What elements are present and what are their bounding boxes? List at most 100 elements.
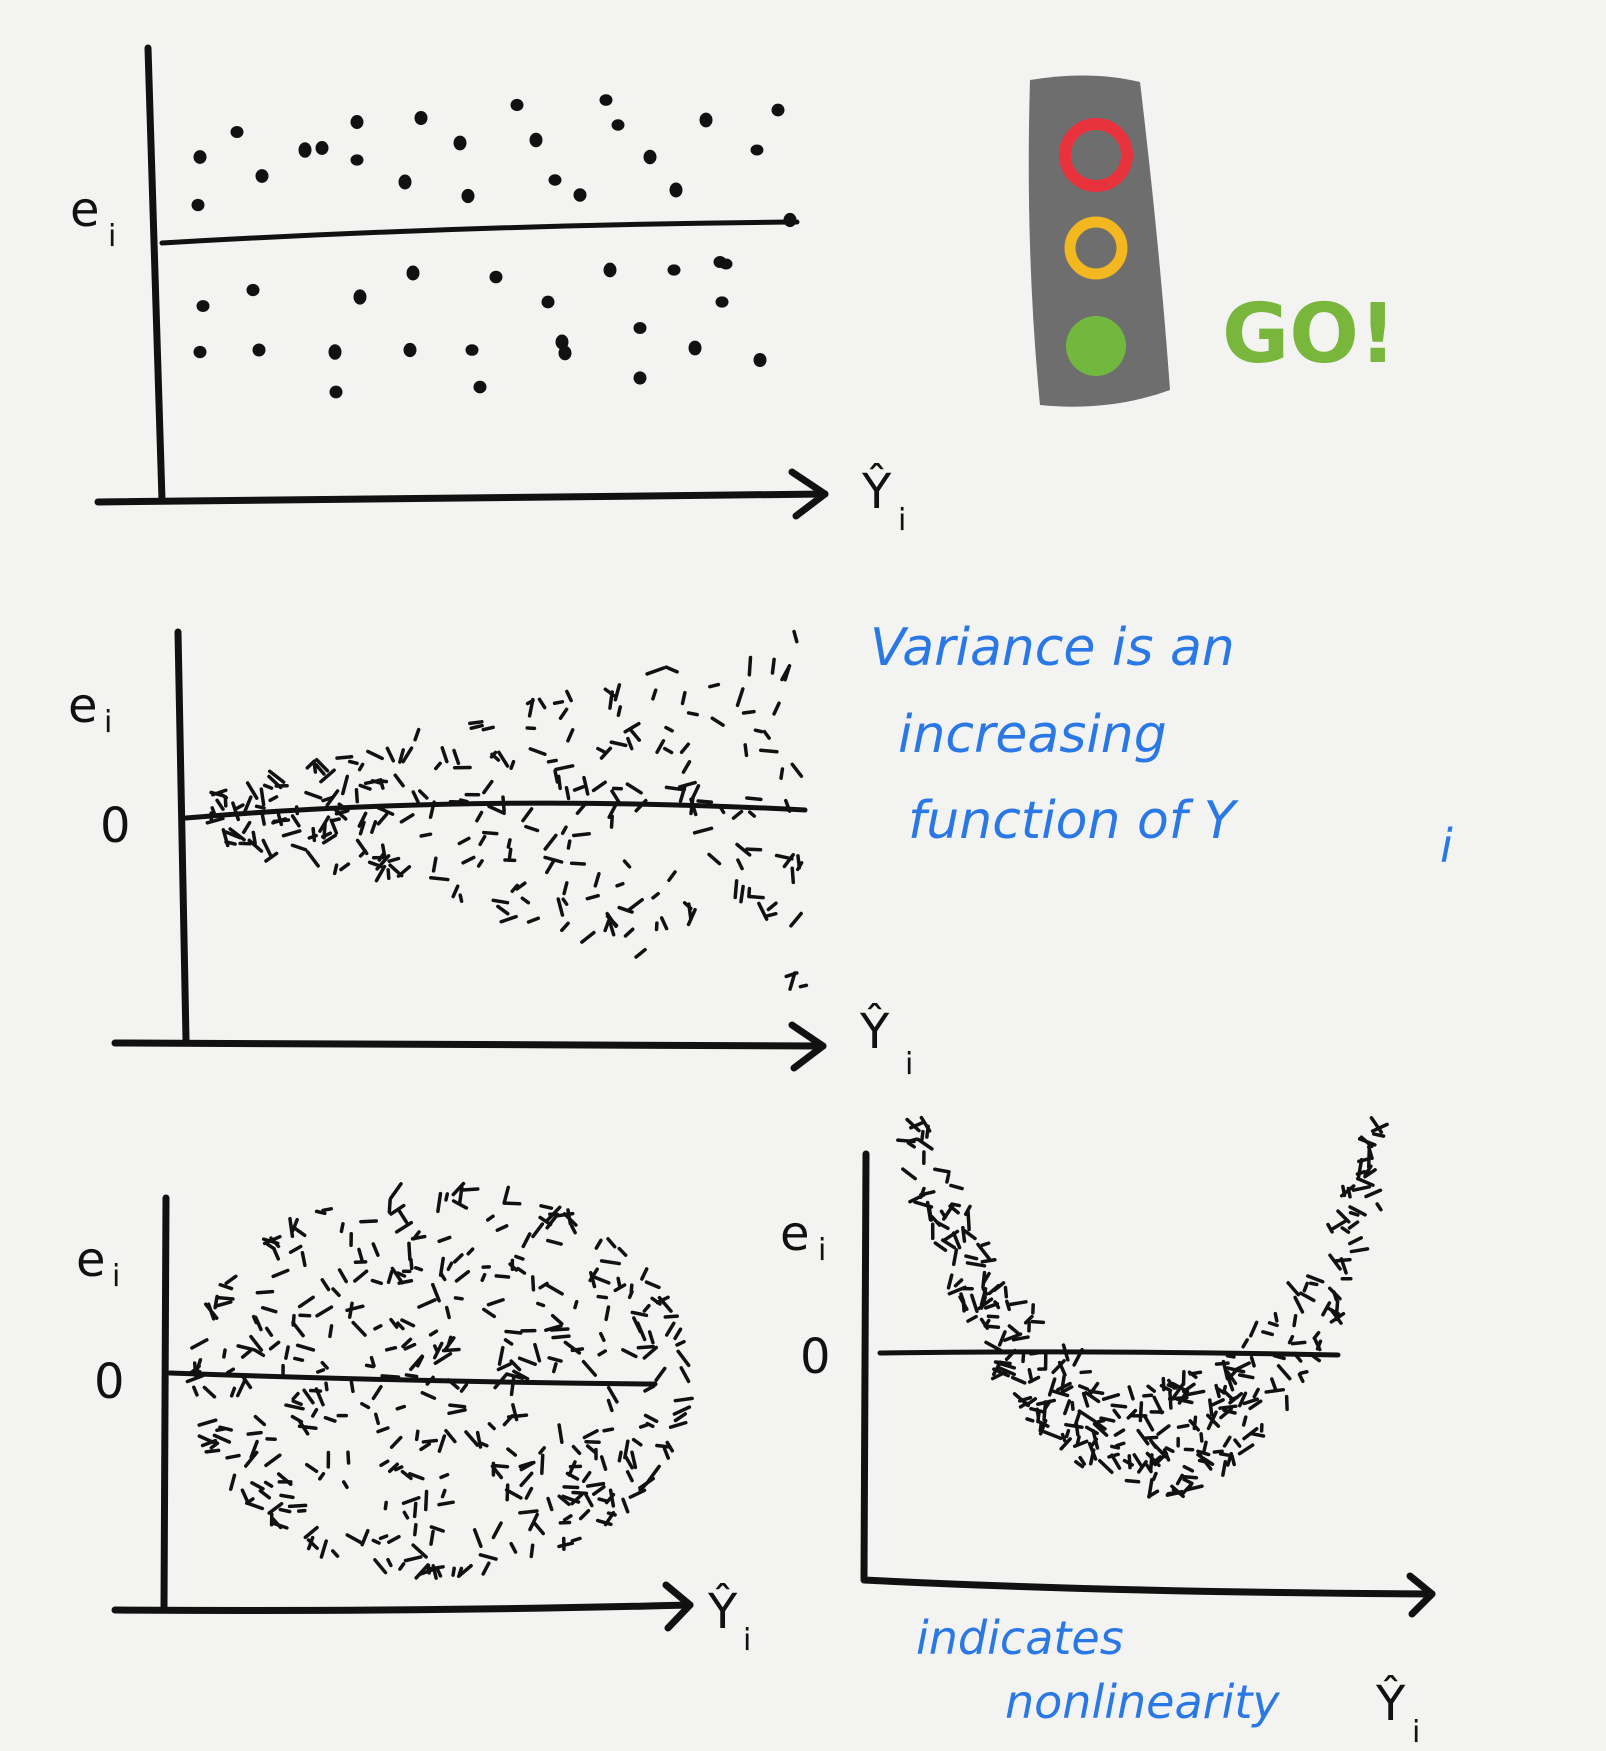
residual-point <box>970 1293 979 1313</box>
residual-point <box>264 1326 274 1337</box>
residual-point <box>268 1340 281 1351</box>
residual-point <box>564 785 571 801</box>
residual-point <box>421 1438 439 1444</box>
residual-point <box>553 769 560 784</box>
residual-point <box>1164 1446 1175 1454</box>
residual-point <box>1030 1319 1046 1325</box>
residual-point <box>260 812 266 826</box>
residual-point <box>1242 1397 1260 1406</box>
residual-point <box>482 779 494 795</box>
residual-point <box>753 728 764 734</box>
residual-point <box>311 1407 319 1418</box>
residual-point <box>783 212 797 228</box>
residual-point <box>521 1232 532 1249</box>
residual-point <box>229 1473 237 1491</box>
residual-point <box>413 1266 424 1272</box>
residual-point <box>669 182 683 198</box>
residual-point <box>896 1138 916 1144</box>
residual-point <box>594 1238 603 1250</box>
residual-point <box>314 1209 327 1216</box>
y-axis <box>144 44 166 504</box>
residual-points <box>205 629 809 991</box>
residual-point <box>578 1508 591 1521</box>
residual-point <box>486 1298 505 1307</box>
residual-point <box>784 798 792 813</box>
residual-point <box>444 1428 457 1444</box>
residual-point <box>457 836 471 846</box>
residual-point <box>291 1391 300 1401</box>
residual-point <box>331 1549 340 1558</box>
residual-point <box>411 790 420 804</box>
residual-point <box>651 688 658 701</box>
residual-point <box>437 1500 455 1507</box>
residual-point <box>383 1500 388 1511</box>
residual-point <box>1149 1438 1158 1449</box>
residual-point <box>636 1321 647 1342</box>
residual-point <box>190 1338 209 1350</box>
residual-point <box>461 188 475 204</box>
residual-point <box>290 1217 299 1233</box>
residual-point <box>293 1356 305 1362</box>
variance-note-line3: function of Y <box>908 791 1240 851</box>
residual-point <box>616 1276 622 1288</box>
residual-point <box>546 1238 563 1246</box>
residual-point <box>708 682 721 689</box>
residual-point <box>461 1187 480 1192</box>
residual-point <box>562 1485 580 1490</box>
residual-point <box>330 817 341 823</box>
residual-point <box>948 1204 960 1215</box>
residual-point <box>380 1374 401 1379</box>
residual-point <box>321 1207 333 1213</box>
residual-point <box>363 778 382 786</box>
residual-point <box>1225 1373 1235 1392</box>
residual-point <box>1081 1391 1090 1408</box>
residual-point <box>1060 1374 1066 1392</box>
residual-point <box>429 876 450 882</box>
residual-point <box>475 810 484 823</box>
residual-point <box>599 94 613 106</box>
residual-point <box>319 768 336 784</box>
residual-point <box>798 983 809 989</box>
residual-point <box>1078 1455 1087 1466</box>
residual-point <box>353 1269 369 1283</box>
variance-note-line1: Variance is an <box>870 618 1235 678</box>
residual-point <box>772 701 781 716</box>
residual-point <box>557 1541 575 1549</box>
residual-point <box>495 1224 509 1232</box>
residual-point <box>481 1561 491 1576</box>
green-light <box>1066 316 1126 376</box>
residual-point <box>573 1299 579 1310</box>
residual-point <box>667 870 677 883</box>
residual-point <box>376 1426 390 1434</box>
residual-point <box>581 1470 592 1484</box>
residual-point <box>901 1167 917 1181</box>
residual-point <box>364 1363 376 1369</box>
residual-point <box>630 1450 638 1470</box>
residual-point <box>314 763 326 776</box>
residual-point <box>357 1247 364 1263</box>
residual-point <box>747 810 756 818</box>
residual-point <box>603 262 617 278</box>
residual-point <box>451 884 460 899</box>
residual-point <box>454 1270 471 1283</box>
residual-point <box>1098 1458 1114 1475</box>
residual-point <box>626 736 634 751</box>
residual-point <box>494 1274 511 1279</box>
residual-point <box>1214 1386 1226 1395</box>
residual-point <box>584 1492 594 1508</box>
residual-point <box>591 1485 606 1496</box>
residual-point <box>743 743 749 758</box>
residual-point <box>519 1471 534 1488</box>
residual-point <box>1092 1422 1109 1437</box>
residual-point <box>664 725 674 733</box>
residual-point <box>745 796 763 802</box>
residual-point <box>624 1455 634 1470</box>
residual-point <box>1099 1416 1116 1423</box>
residual-point <box>529 1543 535 1559</box>
residual-point <box>1339 1257 1348 1275</box>
residual-point <box>387 1198 392 1214</box>
residual-point <box>741 709 756 715</box>
residual-point <box>1113 1428 1126 1437</box>
residual-point <box>403 342 417 358</box>
residual-point <box>1241 1338 1249 1349</box>
